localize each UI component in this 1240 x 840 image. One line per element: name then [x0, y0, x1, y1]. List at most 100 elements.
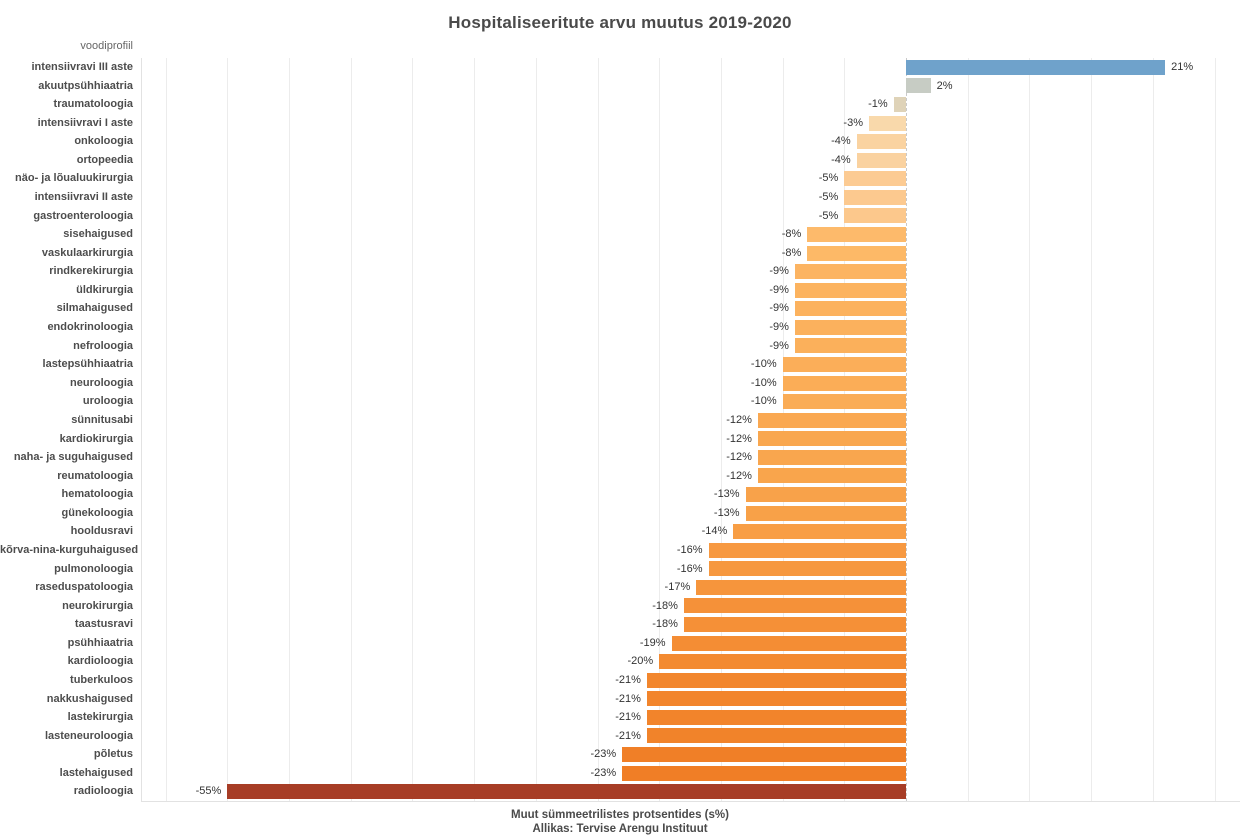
value-label: -14% [701, 525, 728, 538]
gridline [227, 58, 229, 801]
bar[interactable] [782, 394, 906, 410]
value-label: -12% [726, 451, 752, 464]
value-label: -5% [818, 172, 839, 185]
category-label: raseduspatoloogia [35, 581, 133, 594]
value-label: -9% [769, 321, 789, 334]
category-label: põletus [93, 748, 133, 761]
value-label: -16% [676, 543, 703, 556]
bar[interactable] [696, 579, 906, 595]
value-label: -9% [769, 283, 789, 296]
plot-area: 21% 2% -1% -3% -4% -4% -5% -5% -5% -8% -8% -9% -9% -9… [141, 58, 1240, 802]
bar[interactable] [622, 765, 906, 781]
bar[interactable] [906, 59, 1166, 75]
value-label: -8% [781, 246, 802, 259]
bar[interactable] [733, 524, 906, 540]
category-label: üldkirurgia [76, 283, 133, 296]
bar[interactable] [794, 282, 906, 298]
gridline [474, 58, 476, 801]
bar[interactable] [757, 449, 906, 465]
category-label: vaskulaarkirurgia [41, 246, 133, 259]
bar[interactable] [757, 431, 906, 447]
value-label: -16% [676, 562, 703, 575]
category-label: neuroloogia [70, 376, 133, 389]
bar[interactable] [683, 598, 906, 614]
category-label: kõrva-nina-kurguhaigused [0, 543, 139, 556]
bar[interactable] [782, 356, 906, 372]
category-label: reumatoloogia [57, 469, 133, 482]
category-label: akuutpsühhiaatria [38, 79, 133, 92]
bar[interactable] [757, 468, 906, 484]
value-label: 21% [1171, 61, 1194, 73]
value-label: -4% [831, 135, 851, 148]
bar[interactable] [844, 189, 906, 205]
value-label: -10% [750, 376, 777, 389]
bar[interactable] [622, 747, 906, 763]
bar[interactable] [807, 226, 906, 242]
category-label: traumatoloogia [53, 98, 133, 111]
category-label: naha- ja suguhaigused [13, 451, 133, 464]
gridline [782, 58, 784, 801]
category-labels: intensiivravi III aste akuutpsühhiaatria t… [0, 58, 139, 801]
bar[interactable] [856, 134, 906, 150]
gridline [1029, 58, 1031, 801]
value-label: -21% [615, 729, 641, 742]
value-label: -10% [750, 358, 777, 371]
bar[interactable] [659, 654, 906, 670]
category-label: pulmonoloogia [54, 562, 133, 575]
category-label: intensiivravi III aste [31, 61, 134, 73]
bar[interactable] [745, 487, 906, 502]
bar[interactable] [844, 171, 906, 187]
category-label: hematoloogia [61, 488, 133, 501]
category-label: näo- ja lõualuukirurgia [15, 172, 133, 185]
category-label: silmahaigused [56, 302, 133, 315]
value-label: -9% [769, 265, 789, 278]
gridline [597, 58, 599, 801]
category-label: radioloogia [73, 785, 133, 798]
bar[interactable] [227, 784, 906, 800]
bar[interactable] [794, 301, 906, 317]
y-axis-header: voodiprofiil [80, 40, 133, 52]
bar[interactable] [856, 152, 906, 168]
bar[interactable] [708, 542, 906, 558]
bar[interactable] [646, 728, 906, 744]
category-label: rindkerekirurgia [49, 265, 133, 278]
value-label: -4% [831, 153, 851, 166]
bar[interactable] [893, 96, 906, 112]
category-label: lastehaigused [59, 766, 133, 779]
value-label: -1% [868, 98, 888, 111]
value-label: -21% [615, 711, 641, 724]
bar[interactable] [745, 505, 906, 521]
bar[interactable] [794, 319, 906, 335]
category-label: psühhiaatria [67, 636, 133, 649]
bar[interactable] [906, 78, 931, 94]
value-label: -18% [652, 618, 678, 631]
bar[interactable] [794, 264, 906, 280]
bar[interactable] [782, 375, 906, 391]
gridline [289, 58, 290, 801]
value-label: -55% [195, 785, 222, 798]
bar[interactable] [807, 245, 906, 261]
category-label: gastroenteroloogia [33, 209, 133, 222]
category-label: lastekirurgia [67, 711, 133, 724]
bar[interactable] [794, 338, 906, 354]
bar[interactable] [683, 617, 906, 633]
bar[interactable] [757, 412, 906, 428]
bar[interactable] [646, 709, 906, 725]
bar[interactable] [708, 561, 906, 577]
gridline [844, 58, 846, 801]
bar[interactable] [868, 115, 906, 131]
bar[interactable] [646, 672, 906, 688]
category-label: nakkushaigused [46, 692, 133, 705]
category-label: kardiokirurgia [59, 432, 133, 445]
value-label: 2% [936, 79, 953, 92]
category-label: lastepsühhiaatria [42, 358, 133, 371]
bar[interactable] [646, 691, 906, 707]
category-label: intensiivravi II aste [34, 191, 133, 204]
bar[interactable] [671, 635, 906, 651]
value-label: -21% [615, 692, 641, 705]
value-label: -19% [639, 636, 666, 649]
bar[interactable] [844, 208, 906, 224]
gridline [165, 58, 167, 801]
source-note: Allikas: Tervise Arengu Instituut [532, 823, 708, 835]
